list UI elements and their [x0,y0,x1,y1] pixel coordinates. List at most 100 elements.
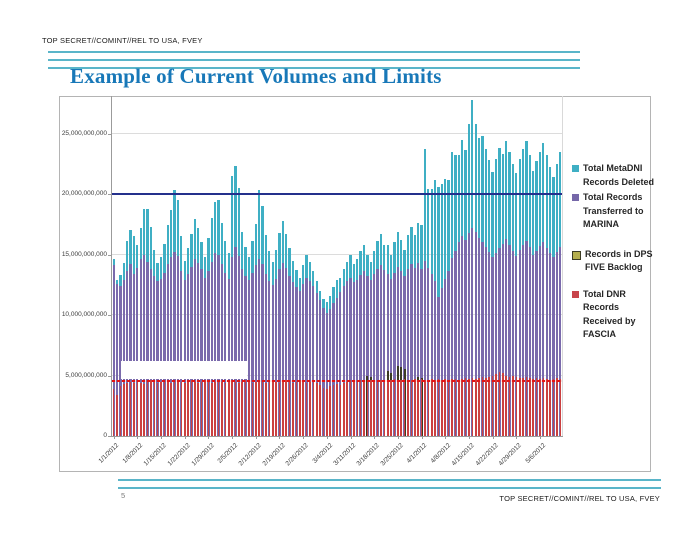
bar-fascia [153,381,156,436]
bar-metadni [444,179,447,279]
bar-marina [467,232,471,436]
bar-marina [548,253,552,436]
bar-marina [427,267,430,436]
bar-metadni [501,154,504,244]
bar-fascia [491,375,494,436]
bar-marina [471,227,474,436]
bar-fascia [414,379,416,436]
bar-fascia [339,385,342,436]
bar-metadni [508,151,511,245]
bar-fascia [119,386,122,436]
x-tick-mark [516,436,518,439]
bar-metadni [386,244,389,274]
bar-fascia [163,380,166,436]
bar-marina [230,256,234,436]
bar-marina [315,293,318,436]
bar-metadni [139,227,142,260]
bar-fascia [261,381,264,436]
bar-fascia [545,379,548,436]
bar-metadni [362,244,366,272]
bar-metadni [464,150,467,240]
bar-metadni [115,279,119,284]
bar-marina [342,285,345,436]
bar-metadni [366,254,369,277]
bar-metadni [119,275,122,286]
bar-marina [136,267,139,436]
header-rule-1 [48,51,580,53]
bar-fascia [123,383,125,436]
x-tick-mark [113,436,115,439]
bar-marina [349,277,352,436]
bar-marina [406,269,410,436]
bar-fascia [363,380,365,436]
bar-marina [119,285,122,436]
bar-marina [345,281,349,436]
bar-metadni [224,241,227,273]
bar-marina [271,284,274,436]
y-tick-label: 10,000,000,000 [61,311,107,318]
bar-marina [234,247,237,436]
bar-metadni [315,281,318,294]
bar-fascia [315,382,318,436]
bar-fascia [156,382,159,436]
bar-metadni [153,249,156,277]
classification-footer: TOP SECRET//COMINT//REL TO USA, FVEY [499,494,660,503]
bar-fascia [244,380,247,436]
legend-swatch-icon [572,194,579,201]
bar-metadni [305,254,308,278]
bar-metadni [349,254,352,278]
bar-fascia [231,380,233,436]
bar-marina [440,288,443,436]
bar-marina [332,302,335,436]
bar-fascia [217,380,220,436]
bar-marina [197,262,200,436]
bar-fascia [427,380,430,436]
bar-fascia [380,380,382,436]
bar-fascia [556,377,558,436]
bar-fascia [478,377,480,436]
legend-label: Total MetaDNI Records Deleted [583,163,655,187]
bar-fascia [268,381,271,436]
bar-fascia [187,381,189,436]
bar-metadni [457,155,460,243]
bar-metadni [312,271,315,286]
bar-fascia [461,379,463,436]
bar-marina [224,272,227,436]
bar-metadni [410,226,413,265]
bar-fascia [224,382,227,436]
bar-metadni [207,237,210,272]
bar-fascia [275,381,277,436]
bar-fascia [539,379,541,436]
x-tick-mark [350,436,352,439]
bar-marina [396,266,399,436]
bar-marina [261,264,264,436]
bar-fascia [255,381,257,436]
bar-fascia [204,380,206,436]
bar-marina [322,307,325,436]
x-tick-mark [492,436,494,439]
plot-right-border [562,96,563,436]
bar-fascia [241,381,244,436]
bar-metadni [271,261,274,285]
bar-metadni [268,250,271,282]
bar-fascia [346,381,348,436]
bar-marina [241,269,244,436]
bar-metadni [406,235,410,270]
bar-marina [227,278,230,436]
bar-metadni [197,227,200,263]
bar-fascia [522,377,524,436]
bar-marina [274,278,278,436]
bar-marina [244,276,247,436]
bar-fascia [420,379,423,436]
y-tick-mark [108,194,111,195]
bar-marina [491,256,494,436]
bar-metadni [176,200,180,256]
bar-fascia [535,377,538,436]
bar-metadni [400,240,403,272]
bar-marina [295,287,298,436]
bar-fascia [200,381,203,436]
bar-fascia [251,382,254,436]
bar-metadni [142,208,146,255]
bar-metadni [393,242,396,273]
bar-metadni [285,233,288,268]
